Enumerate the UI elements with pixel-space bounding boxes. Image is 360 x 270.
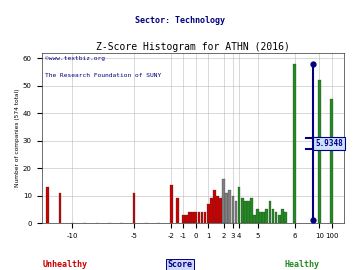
Bar	[253, 215, 256, 223]
Bar	[229, 190, 231, 223]
Bar	[216, 195, 219, 223]
Bar	[250, 198, 253, 223]
Bar	[293, 64, 296, 223]
Bar	[275, 212, 278, 223]
Bar	[213, 190, 216, 223]
Bar	[278, 215, 280, 223]
Bar	[182, 215, 185, 223]
Bar	[219, 198, 222, 223]
Text: Unhealthy: Unhealthy	[42, 260, 87, 269]
Bar	[238, 187, 240, 223]
Bar	[225, 193, 228, 223]
Bar	[192, 212, 194, 223]
Text: The Research Foundation of SUNY: The Research Foundation of SUNY	[45, 73, 161, 78]
Bar	[318, 80, 321, 223]
Bar	[201, 212, 203, 223]
Bar	[272, 209, 274, 223]
Bar	[210, 198, 213, 223]
Bar	[59, 193, 61, 223]
Bar	[256, 209, 259, 223]
Text: 5.9348: 5.9348	[315, 139, 343, 148]
Text: Sector: Technology: Sector: Technology	[135, 16, 225, 25]
Bar	[259, 212, 262, 223]
Bar	[198, 212, 200, 223]
Bar	[188, 212, 191, 223]
Bar	[235, 201, 237, 223]
Bar	[170, 185, 172, 223]
Bar	[247, 201, 250, 223]
Bar	[265, 209, 268, 223]
Bar	[281, 209, 284, 223]
Bar	[231, 195, 234, 223]
Bar	[284, 212, 287, 223]
Bar	[194, 212, 197, 223]
Title: Z-Score Histogram for ATHN (2016): Z-Score Histogram for ATHN (2016)	[96, 42, 290, 52]
Text: Score: Score	[167, 260, 193, 269]
Text: ©www.textbiz.org: ©www.textbiz.org	[45, 56, 104, 61]
Bar	[176, 198, 179, 223]
Bar	[204, 212, 207, 223]
Bar	[133, 193, 135, 223]
Bar	[185, 215, 188, 223]
Bar	[244, 201, 247, 223]
Bar	[241, 198, 243, 223]
Bar	[207, 204, 210, 223]
Text: Healthy: Healthy	[285, 260, 320, 269]
Bar	[262, 212, 265, 223]
Bar	[46, 187, 49, 223]
Bar	[330, 99, 333, 223]
Bar	[222, 179, 225, 223]
Y-axis label: Number of companies (574 total): Number of companies (574 total)	[15, 89, 20, 187]
Bar	[269, 201, 271, 223]
